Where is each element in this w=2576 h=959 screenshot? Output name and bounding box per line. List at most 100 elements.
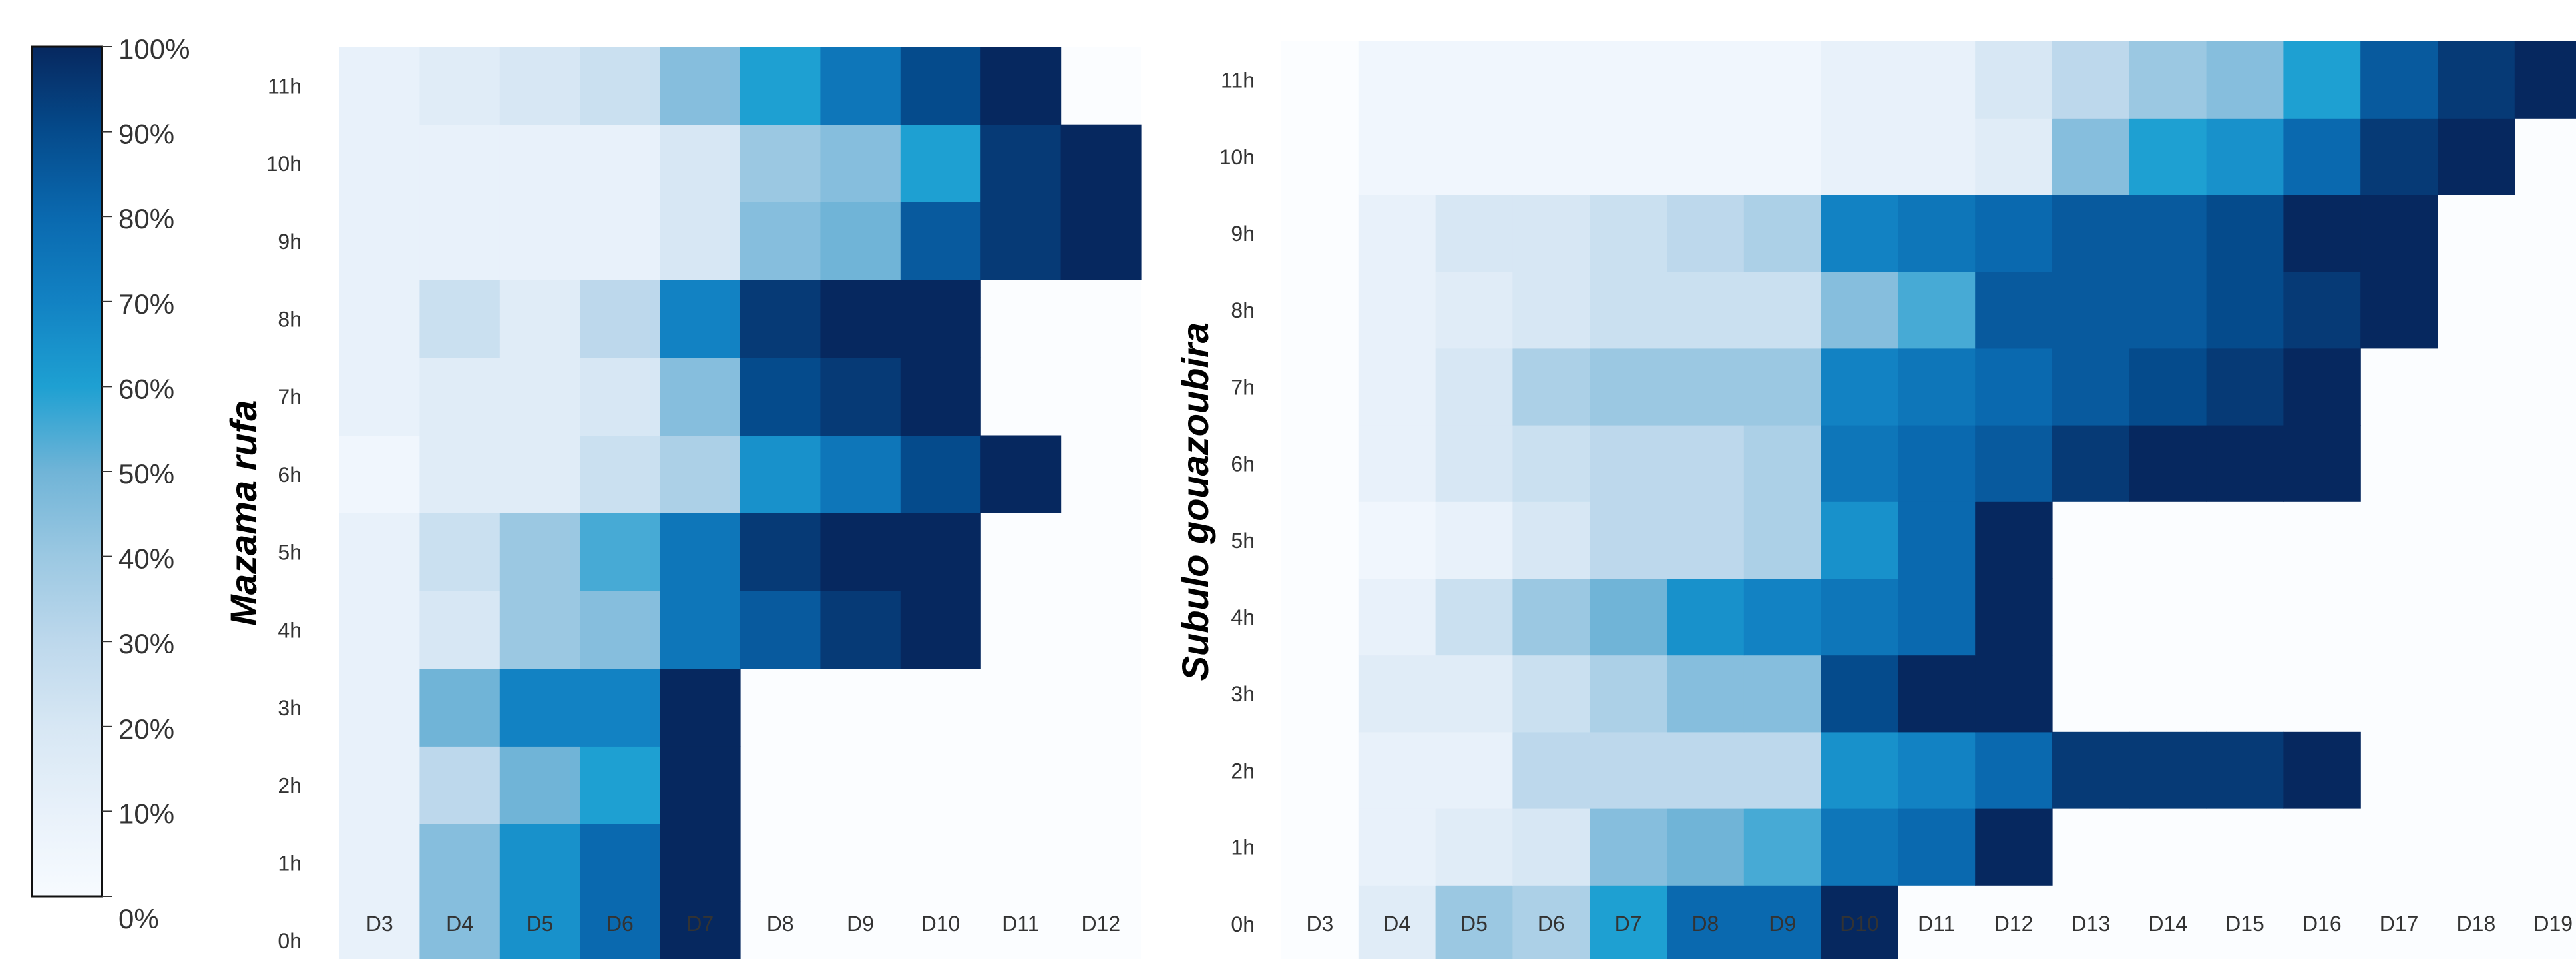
heatmap-cell: [2052, 348, 2130, 426]
heatmap-cell: [2360, 118, 2438, 195]
heatmap-cell: [580, 202, 661, 280]
heatmap-cell: [1358, 501, 1436, 579]
heatmap-cell: [1821, 118, 1898, 195]
heatmap-cell: [1358, 41, 1436, 119]
heatmap-cell: [499, 746, 580, 824]
heatmap-cell: [499, 47, 580, 125]
heatmap-cell: [1821, 194, 1898, 272]
heatmap-cell: [1667, 731, 1745, 809]
heatmap-cell: [2129, 348, 2207, 426]
heatmap-cell: [1898, 118, 1976, 195]
heatmap-cell: [1435, 655, 1513, 733]
heatmap-cell: [1898, 41, 1976, 119]
heatmap-cell: [1512, 731, 1590, 809]
colorbar-label: 10%: [118, 798, 174, 829]
heatmap-cell: [1821, 808, 1898, 886]
x-tick-label: D3: [366, 912, 393, 936]
colorbar-label: 20%: [118, 713, 174, 745]
heatmap-cell: [2283, 271, 2361, 349]
heatmap-cell: [2129, 194, 2207, 272]
y-tick-label: 9h: [1231, 222, 1255, 246]
y-tick-label: 2h: [1231, 759, 1255, 783]
heatmap-cell: [900, 435, 981, 513]
y-axis-title: Subulo gouazoubira: [1174, 322, 1216, 681]
heatmap-cell: [1743, 731, 1822, 809]
heatmap-cell: [1060, 202, 1142, 280]
heatmap-cell: [2129, 118, 2207, 195]
y-tick-label: 10h: [266, 152, 302, 176]
heatmap-cell: [339, 435, 420, 513]
heatmap-cell: [740, 47, 821, 125]
heatmap-cell: [1975, 655, 2053, 733]
heatmap-cell: [980, 47, 1062, 125]
heatmap-cell: [1667, 501, 1745, 579]
heatmap-cell: [1435, 194, 1513, 272]
heatmap-cell: [2206, 41, 2284, 119]
heatmap-cell: [339, 668, 420, 747]
heatmap-cell: [1512, 348, 1590, 426]
colorbar-label: 50%: [118, 458, 174, 489]
heatmap-cell: [580, 124, 661, 202]
heatmap-cell: [1975, 808, 2053, 886]
x-tick-label: D15: [2225, 912, 2264, 936]
heatmap-cell: [1821, 655, 1898, 733]
heatmap-cell: [1435, 348, 1513, 426]
heatmap-cell: [499, 280, 580, 358]
heatmap-cell: [580, 513, 661, 591]
x-tick-label: D9: [1769, 912, 1796, 936]
heatmap-cell: [1590, 271, 1667, 349]
heatmap-cell: [1590, 348, 1667, 426]
heatmap-cell: [1060, 124, 1142, 202]
heatmap-cell: [580, 901, 661, 959]
heatmap-cell: [1821, 271, 1898, 349]
x-tick-label: D7: [686, 912, 714, 936]
heatmap-cell: [660, 124, 741, 202]
heatmap-cell: [1358, 731, 1436, 809]
heatmap-cell: [2360, 41, 2438, 119]
heatmap-cell: [1975, 501, 2053, 579]
heatmap-cell: [2360, 271, 2438, 349]
heatmap-cell: [419, 202, 501, 280]
y-tick-label: 1h: [278, 851, 302, 875]
heatmap-subulo-gouazoubira: 0h 1h 2h 3h 4h 5h 6h 7h 8h 9h 10h 11h D3 D4 D5 D6 D7 D8 D9…: [1174, 41, 2576, 959]
heatmap-cell: [1821, 41, 1898, 119]
heatmap-cell: [2206, 194, 2284, 272]
x-tick-label: D10: [921, 912, 961, 936]
x-tick-label: D11: [1918, 912, 1955, 936]
heatmap-cell: [339, 513, 420, 591]
heatmap-cell: [1590, 501, 1667, 579]
heatmap-cell: [900, 590, 981, 669]
heatmap-cell: [1435, 271, 1513, 349]
heatmap-cell: [1590, 885, 1667, 959]
y-tick-label: 0h: [278, 929, 302, 953]
heatmap-cell: [1512, 425, 1590, 502]
heatmap-cell: [2360, 194, 2438, 272]
heatmap-cell: [1667, 41, 1745, 119]
heatmap-cell: [660, 435, 741, 513]
colorbar-label: 70%: [118, 288, 174, 320]
x-tick-label: D4: [446, 912, 473, 936]
heatmap-cell: [1358, 271, 1436, 349]
heatmap-cell: [1821, 501, 1898, 579]
x-tick-label: D19: [2533, 912, 2573, 936]
heatmap-cell: [1667, 348, 1745, 426]
heatmap-cell: [900, 124, 981, 202]
heatmap-cell: [1667, 578, 1745, 656]
heatmap-cell: [339, 124, 420, 202]
heatmap-cell: [740, 513, 821, 591]
x-tick-label: D4: [1383, 912, 1410, 936]
heatmap-cell: [1898, 425, 1976, 502]
x-tick-label: D6: [606, 912, 634, 936]
heatmap-cell: [1435, 578, 1513, 656]
y-tick-label: 0h: [1231, 912, 1255, 936]
heatmap-cell: [1667, 655, 1745, 733]
heatmap-cell: [419, 513, 501, 591]
heatmap-cell: [499, 668, 580, 747]
heatmap-cell: [1590, 655, 1667, 733]
x-tick-label: D7: [1615, 912, 1642, 936]
heatmap-cell: [1743, 348, 1822, 426]
heatmap-cell: [339, 824, 420, 902]
colorbar-label: 40%: [118, 543, 174, 575]
y-tick-label: 3h: [1231, 682, 1255, 706]
